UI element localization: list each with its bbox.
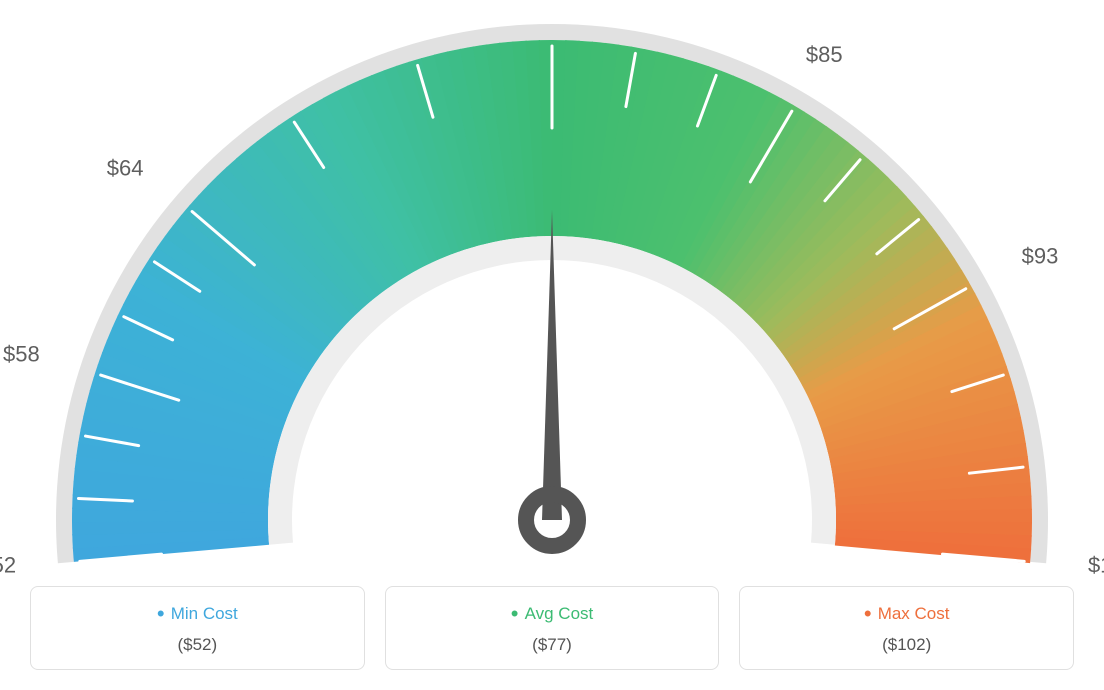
gauge-tick-label: $58 [3, 341, 40, 366]
gauge-tick-label: $64 [107, 156, 144, 181]
legend-min-value: ($52) [41, 635, 354, 655]
gauge-svg: $52$58$64$77$85$93$102 [0, 0, 1104, 580]
legend-row: Min Cost ($52) Avg Cost ($77) Max Cost (… [30, 586, 1074, 670]
legend-max-label: Max Cost [750, 601, 1063, 627]
legend-avg: Avg Cost ($77) [385, 586, 720, 670]
gauge-tick-label: $102 [1088, 553, 1104, 578]
gauge-tick-label: $93 [1022, 243, 1059, 268]
gauge-chart-container: $52$58$64$77$85$93$102 Min Cost ($52) Av… [0, 0, 1104, 690]
legend-min: Min Cost ($52) [30, 586, 365, 670]
legend-avg-value: ($77) [396, 635, 709, 655]
gauge-tick-label: $52 [0, 553, 16, 578]
gauge-tick-label: $85 [806, 42, 843, 67]
legend-avg-label: Avg Cost [396, 601, 709, 627]
legend-min-label: Min Cost [41, 601, 354, 627]
legend-max-value: ($102) [750, 635, 1063, 655]
legend-max: Max Cost ($102) [739, 586, 1074, 670]
